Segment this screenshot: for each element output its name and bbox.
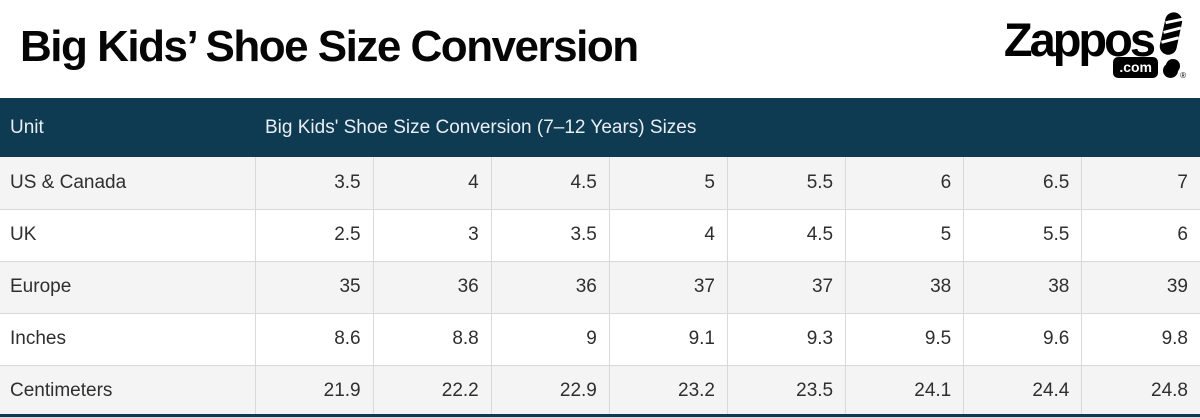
value-cell: 3.5 [490,209,610,262]
zappos-dotcom-badge: .com [1113,57,1158,78]
value-cell: 8.6 [254,313,374,366]
value-cell: 36 [372,261,492,314]
value-cell: 4 [608,209,728,262]
size-conversion-table: Unit Big Kids' Shoe Size Conversion (7–1… [0,98,1200,418]
value-cell: 3.5 [254,157,374,210]
zappos-wordmark: Zappos [1003,13,1156,66]
unit-header-cell: Unit [0,98,255,157]
row-label-cell: Europe [0,261,255,314]
value-cell: 37 [608,261,728,314]
value-cell: 37 [726,261,846,314]
value-cell: 9.3 [726,313,846,366]
value-cell: 2.5 [254,209,374,262]
value-cell: 21.9 [254,365,374,418]
value-cell: 23.2 [608,365,728,418]
value-cell: 36 [490,261,610,314]
next-section-header-edge [0,414,1200,417]
row-label-cell: Inches [0,313,255,366]
value-cell: 9.8 [1081,313,1200,366]
row-label-cell: UK [0,209,255,262]
table-row: US & Canada 3.5 4 4.5 5 5.5 6 6.5 7 [0,157,1200,210]
table-row: Inches 8.6 8.8 9 9.1 9.3 9.5 9.6 9.8 [0,313,1200,366]
value-cell: 6 [845,157,964,210]
value-cell: 7 [1081,157,1200,210]
value-cell: 9 [490,313,610,366]
table-row: Centimeters 21.9 22.2 22.9 23.2 23.5 24.… [0,365,1200,418]
value-cell: 38 [963,261,1082,314]
value-cell: 3 [372,209,492,262]
value-cell: 5 [608,157,728,210]
top-bar: Big Kids’ Shoe Size Conversion Zappos .c… [0,0,1200,98]
value-cell: 22.2 [372,365,492,418]
value-cell: 9.1 [608,313,728,366]
value-cell: 9.5 [845,313,964,366]
page-title: Big Kids’ Shoe Size Conversion [20,22,639,71]
row-label-cell: US & Canada [0,157,255,210]
value-cell: 24.1 [845,365,964,418]
value-cell: 4 [372,157,492,210]
zappos-logo-row: Zappos [1000,8,1186,80]
value-cell: 8.8 [372,313,492,366]
row-label-cell: Centimeters [0,365,255,418]
value-cell: 38 [845,261,964,314]
value-cell: 5.5 [963,209,1082,262]
registered-mark-icon: ® [1180,71,1186,80]
value-cell: 23.5 [726,365,846,418]
zappos-logo: Zappos .com ® [1000,8,1186,90]
table-row: UK 2.5 3 3.5 4 4.5 5 5.5 6 [0,209,1200,262]
value-cell: 5.5 [726,157,846,210]
value-cell: 22.9 [490,365,610,418]
value-cell: 4.5 [726,209,846,262]
value-cell: 9.6 [963,313,1082,366]
table-header-row: Unit Big Kids' Shoe Size Conversion (7–1… [0,98,1200,157]
table-row: Europe 35 36 36 37 37 38 38 39 [0,261,1200,314]
value-cell: 4.5 [490,157,610,210]
value-cell: 24.4 [963,365,1082,418]
sizes-header-cell: Big Kids' Shoe Size Conversion (7–12 Yea… [255,98,1200,157]
value-cell: 6 [1081,209,1200,262]
value-cell: 6.5 [963,157,1082,210]
exclamation-dot [1163,63,1178,78]
value-cell: 35 [254,261,374,314]
value-cell: 24.8 [1081,365,1200,418]
value-cell: 39 [1081,261,1200,314]
value-cell: 5 [845,209,964,262]
